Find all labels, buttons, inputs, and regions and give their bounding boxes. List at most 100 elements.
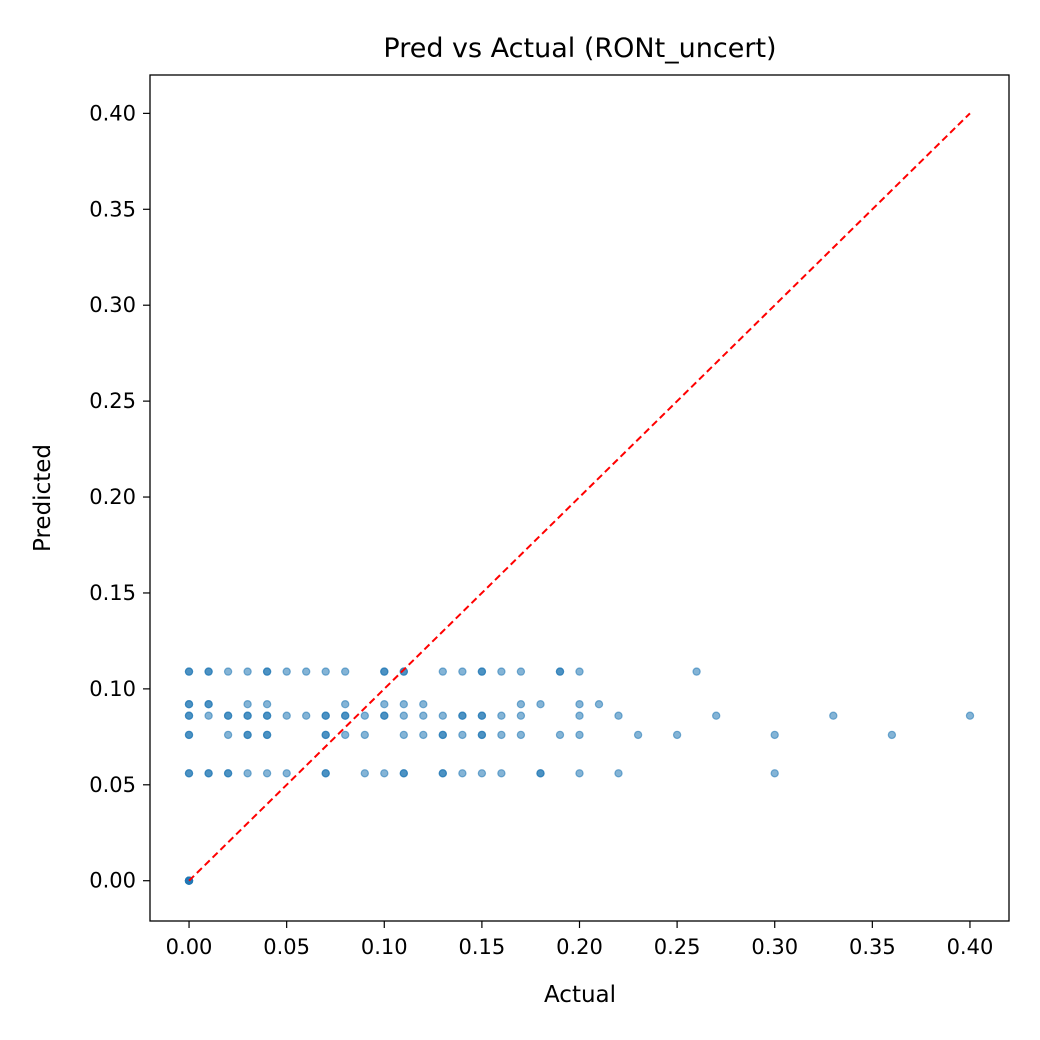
data-point <box>594 700 604 709</box>
data-point <box>614 769 623 778</box>
data-point <box>536 700 545 709</box>
data-point <box>184 711 194 720</box>
y-tick-label: 0.00 <box>89 869 136 893</box>
x-tick-label: 0.10 <box>361 935 408 959</box>
data-point <box>575 730 584 740</box>
data-point <box>243 711 252 720</box>
data-point <box>829 711 838 720</box>
data-point <box>692 667 701 676</box>
data-point <box>419 730 428 740</box>
data-point <box>380 700 389 709</box>
data-point <box>204 711 213 720</box>
data-point <box>282 667 291 676</box>
data-point <box>360 711 369 720</box>
x-tick-label: 0.25 <box>654 935 701 959</box>
data-point <box>770 730 779 740</box>
data-point <box>204 700 213 709</box>
x-tick-label: 0.05 <box>263 935 310 959</box>
y-tick-label: 0.10 <box>89 677 136 701</box>
plot-area <box>184 112 975 885</box>
data-point <box>516 730 526 740</box>
data-point <box>516 667 526 676</box>
data-point <box>438 769 447 778</box>
data-point <box>243 769 252 778</box>
data-point <box>380 769 389 778</box>
data-point <box>282 769 291 778</box>
data-point <box>262 769 272 778</box>
y-axis: 0.00 0.05 0.10 0.15 0.20 0.25 0.30 0.35 0.40 <box>89 101 150 893</box>
y-tick-label: 0.05 <box>89 773 136 797</box>
data-point <box>184 730 194 740</box>
identity-reference-line <box>188 112 971 882</box>
y-tick-label: 0.35 <box>89 197 136 221</box>
data-point <box>497 711 506 720</box>
data-point <box>438 667 447 676</box>
y-tick-label: 0.20 <box>89 485 136 509</box>
x-axis: 0.00 0.05 0.10 0.15 0.20 0.25 0.30 0.35 0.40 <box>166 921 993 959</box>
data-point <box>399 769 408 778</box>
x-tick-label: 0.20 <box>556 935 603 959</box>
data-point <box>360 769 369 778</box>
data-point <box>438 711 447 720</box>
data-point <box>321 730 330 740</box>
data-point <box>399 667 408 676</box>
data-point <box>204 769 213 778</box>
data-point <box>419 700 428 709</box>
data-point <box>458 711 467 720</box>
data-point <box>204 667 213 676</box>
data-point <box>341 730 350 740</box>
x-tick-label: 0.30 <box>751 935 798 959</box>
data-point <box>516 711 526 720</box>
data-point <box>399 700 408 709</box>
data-point <box>262 711 272 720</box>
data-point <box>887 730 897 740</box>
data-point <box>341 711 350 720</box>
y-axis-label: Predicted <box>30 444 56 552</box>
y-tick-label: 0.40 <box>89 101 136 125</box>
data-point <box>477 769 487 778</box>
data-point <box>184 769 194 778</box>
x-tick-label: 0.35 <box>849 935 896 959</box>
data-point <box>575 711 584 720</box>
data-point <box>633 730 643 740</box>
data-point <box>302 711 311 720</box>
data-point <box>223 667 233 676</box>
data-point <box>399 711 408 720</box>
x-tick-label: 0.15 <box>459 935 506 959</box>
y-tick-label: 0.15 <box>89 581 136 605</box>
x-tick-label: 0.00 <box>166 935 213 959</box>
data-point <box>321 769 330 778</box>
data-point <box>965 711 975 720</box>
data-point <box>458 730 467 740</box>
data-point <box>321 667 330 676</box>
data-point <box>477 711 487 720</box>
data-point <box>223 730 233 740</box>
data-point <box>555 730 565 740</box>
data-point <box>282 711 291 720</box>
data-point <box>262 700 272 709</box>
data-point <box>575 700 584 709</box>
data-point <box>770 769 779 778</box>
data-point <box>341 700 350 709</box>
data-point <box>223 711 233 720</box>
data-point <box>536 769 545 778</box>
data-point <box>184 700 194 709</box>
data-point <box>243 730 252 740</box>
data-point <box>614 711 623 720</box>
data-point <box>184 667 194 676</box>
data-point <box>380 667 389 676</box>
data-point <box>243 700 252 709</box>
data-point <box>497 730 506 740</box>
data-point <box>555 667 565 676</box>
chart-title: Pred vs Actual (RONt_uncert) <box>383 33 776 64</box>
data-point <box>575 667 584 676</box>
data-point <box>419 711 428 720</box>
data-point <box>321 711 330 720</box>
data-point <box>360 730 369 740</box>
data-point <box>575 769 584 778</box>
data-point <box>712 711 721 720</box>
data-point <box>497 769 506 778</box>
data-point <box>223 769 233 778</box>
data-point <box>302 667 311 676</box>
